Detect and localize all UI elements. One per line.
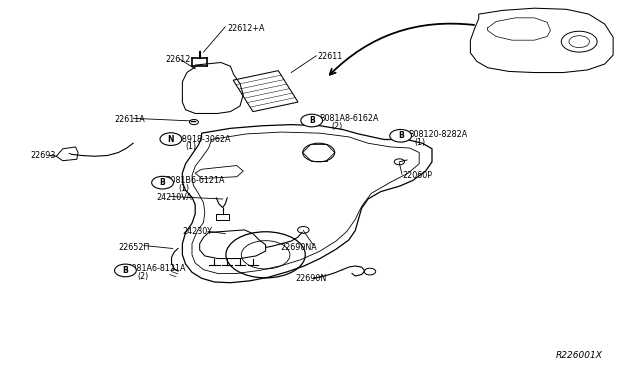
Text: 22690N: 22690N [296, 274, 327, 283]
Text: 22612+A: 22612+A [227, 24, 265, 33]
Text: (1): (1) [186, 142, 196, 151]
Circle shape [152, 176, 173, 189]
Text: 24230Y: 24230Y [182, 227, 212, 236]
Text: (2): (2) [138, 272, 149, 281]
Text: N: N [168, 135, 174, 144]
Text: (1): (1) [415, 138, 426, 147]
Text: 22690NA: 22690NA [280, 243, 317, 251]
Text: R226001X: R226001X [556, 351, 603, 360]
Text: (2): (2) [332, 122, 343, 131]
Text: B081A6-8121A: B081A6-8121A [127, 264, 186, 273]
Text: (1): (1) [178, 184, 189, 193]
Text: B: B [160, 178, 165, 187]
Circle shape [390, 129, 412, 142]
Text: 22652Π: 22652Π [118, 243, 150, 251]
Text: B: B [309, 116, 314, 125]
Text: B08120-8282A: B08120-8282A [408, 130, 468, 139]
Circle shape [160, 133, 182, 145]
Circle shape [301, 114, 323, 127]
Text: B: B [398, 131, 403, 140]
Text: B081B6-6121A: B081B6-6121A [165, 176, 225, 185]
Text: B081A8-6162A: B081A8-6162A [319, 114, 379, 123]
Text: B: B [123, 266, 128, 275]
Text: 22612: 22612 [165, 55, 191, 64]
Text: 22611: 22611 [317, 52, 342, 61]
Text: 22611A: 22611A [114, 115, 145, 124]
Circle shape [115, 264, 136, 277]
Text: N08918-3062A: N08918-3062A [172, 135, 231, 144]
Text: 24210VA: 24210VA [157, 193, 193, 202]
Text: 22060P: 22060P [402, 171, 432, 180]
Text: 22693: 22693 [31, 151, 56, 160]
